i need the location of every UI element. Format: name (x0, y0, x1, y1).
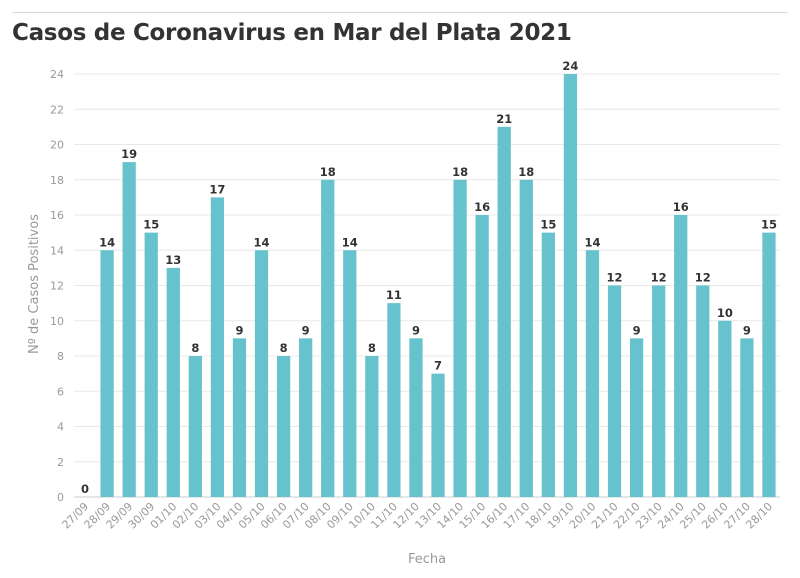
bar (188, 356, 202, 497)
bar-value-label: 0 (81, 482, 89, 496)
bar-value-label: 8 (280, 341, 288, 355)
bar-value-label: 16 (673, 200, 689, 214)
bar-value-label: 8 (191, 341, 199, 355)
bar (431, 373, 445, 497)
bar-value-label: 17 (209, 182, 225, 196)
bar (652, 285, 666, 497)
bar (541, 232, 555, 497)
bar-value-label: 15 (761, 218, 777, 232)
y-tick-label: 12 (50, 280, 64, 293)
bar-value-label: 9 (743, 323, 751, 337)
bar (321, 179, 335, 497)
bar (607, 285, 622, 497)
bar (585, 250, 600, 497)
bar-value-label: 9 (412, 323, 420, 337)
y-tick-label: 16 (50, 209, 64, 222)
bar (232, 338, 247, 497)
y-tick-label: 10 (50, 315, 64, 328)
bar (453, 179, 467, 497)
y-tick-label: 18 (50, 174, 64, 187)
bar-value-label: 14 (584, 235, 600, 249)
bar-value-label: 10 (717, 306, 733, 320)
bar (718, 320, 732, 497)
bar-value-label: 18 (518, 165, 534, 179)
y-tick-label: 14 (50, 244, 64, 257)
bar (629, 338, 644, 497)
value-labels: 0141915138179148918148119718162118152414… (81, 59, 777, 496)
bar (762, 232, 776, 497)
bar-value-label: 24 (562, 59, 578, 73)
x-tick-labels: 27/0928/0929/0930/0901/1002/1003/1004/10… (60, 500, 776, 532)
bar-value-label: 9 (235, 323, 243, 337)
bar (122, 162, 136, 497)
bar-value-label: 12 (607, 271, 623, 285)
bar (210, 197, 225, 497)
bar-value-label: 8 (368, 341, 376, 355)
bar (144, 232, 158, 497)
bar (365, 356, 379, 497)
bar (387, 303, 401, 497)
y-tick-label: 8 (57, 350, 64, 363)
y-tick-label: 2 (57, 456, 64, 469)
bar-value-label: 19 (121, 147, 137, 161)
top-rule (12, 12, 788, 13)
bar (343, 250, 357, 497)
y-axis-label: Nº de Casos Positivos (27, 214, 42, 354)
bar (674, 215, 688, 497)
bar-value-label: 9 (302, 323, 310, 337)
bar (563, 74, 578, 497)
bar-value-label: 12 (651, 271, 667, 285)
bar-value-label: 21 (496, 112, 512, 126)
bar (519, 179, 533, 497)
bar-value-label: 18 (452, 165, 468, 179)
bar (299, 338, 313, 497)
bars (100, 74, 776, 497)
bar-value-label: 15 (540, 218, 556, 232)
bar-value-label: 14 (99, 235, 115, 249)
bar-value-label: 14 (254, 235, 270, 249)
bar-value-label: 15 (143, 218, 159, 232)
y-tick-label: 4 (57, 421, 64, 434)
y-tick-label: 20 (50, 139, 64, 152)
chart-title: Casos de Coronavirus en Mar del Plata 20… (12, 20, 572, 46)
bar (254, 250, 269, 497)
bar-value-label: 11 (386, 288, 402, 302)
bar (740, 338, 754, 497)
y-tick-label: 0 (57, 491, 64, 504)
bar-value-label: 13 (165, 253, 181, 267)
bar (497, 126, 511, 497)
y-tick-label: 24 (50, 68, 64, 81)
bar-value-label: 18 (320, 165, 336, 179)
bar (100, 250, 114, 497)
bar-value-label: 7 (434, 359, 442, 373)
bar (409, 338, 423, 497)
bar-value-label: 14 (342, 235, 358, 249)
y-tick-label: 22 (50, 103, 64, 116)
bar-value-label: 16 (474, 200, 490, 214)
bar (276, 356, 291, 497)
bar (696, 285, 710, 497)
bar (166, 267, 180, 497)
bar (475, 215, 489, 497)
x-axis-label: Fecha (408, 552, 446, 567)
y-tick-label: 6 (57, 385, 64, 398)
bar-value-label: 12 (695, 271, 711, 285)
bar-value-label: 9 (633, 323, 641, 337)
